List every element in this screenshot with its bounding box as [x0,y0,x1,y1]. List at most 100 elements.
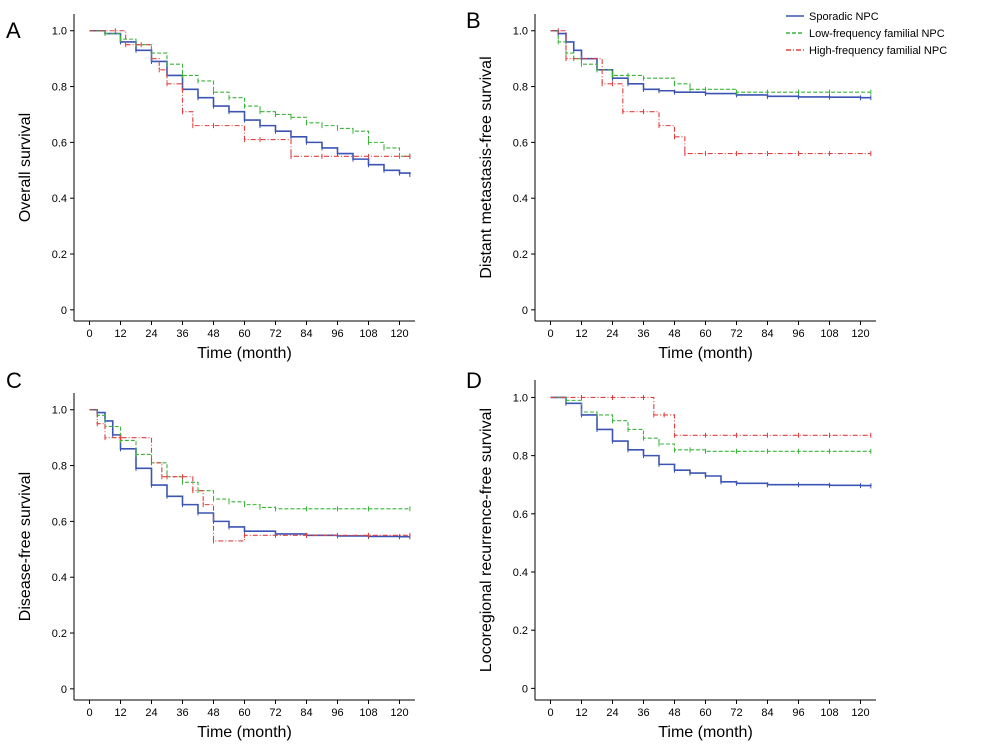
x-tick-label: 0 [86,328,92,340]
x-tick-label: 0 [547,328,553,340]
x-tick-label: 108 [820,707,838,719]
x-tick-label: 120 [851,328,869,340]
x-axis-title: Time (month) [197,345,292,362]
y-tick-label: 0.2 [52,628,67,640]
x-tick-label: 108 [359,707,377,719]
legend-entry: Low-frequency familial NPC [786,28,945,40]
panel-letter: A [6,18,21,43]
x-tick-label: 36 [176,707,188,719]
km-curve-low-frequency-familial-npc [550,396,871,452]
x-tick-label: 0 [547,707,553,719]
y-axis-title: Overall survival [17,113,34,222]
y-tick-label: 0.2 [513,249,528,261]
y-tick-label: 0.8 [52,461,67,473]
x-tick-label: 12 [114,328,126,340]
km-panel-b: B 0 12 24 36 48 60 72 84 96 108 120 0 0.2 0.4 0.6 0.8 1.0… [466,8,876,362]
x-tick-label: 96 [792,707,804,719]
y-tick-label: 1.0 [513,26,528,38]
y-axis-title: Locoregional recurrence-free survival [478,408,495,672]
km-curve-sporadic-npc [550,29,871,99]
x-axis-title: Time (month) [197,724,292,741]
y-tick-label: 1.0 [513,392,528,404]
legend-entry: Sporadic NPC [786,11,879,23]
y-tick-label: 0.4 [52,193,67,205]
x-tick-label: 72 [730,328,742,340]
km-panel-c: C 0 12 24 36 48 60 72 84 96 108 120 0 0.2 0.4 0.6 0.8 1.0… [6,368,415,741]
y-tick-label: 0.2 [52,249,67,261]
km-curve-sporadic-npc [89,408,410,538]
x-tick-label: 12 [575,707,587,719]
x-tick-label: 72 [269,328,281,340]
km-panel-a: A 0 12 24 36 48 60 72 84 96 108 120 0 0.2 0.4 0.6 0.8 1.0… [6,14,415,362]
y-tick-label: 1.0 [52,405,67,417]
x-tick-label: 24 [145,707,157,719]
x-tick-label: 48 [668,328,680,340]
km-panel-d: D 0 12 24 36 48 60 72 84 96 108 120 0 0.2 0.4 0.6 0.8 1.0… [466,368,876,741]
y-tick-label: 0 [522,683,528,695]
y-tick-label: 0.6 [513,137,528,149]
x-tick-label: 108 [359,328,377,340]
x-tick-label: 120 [390,328,408,340]
legend-entry: High-frequency familial NPC [786,45,947,57]
x-tick-label: 72 [730,707,742,719]
y-tick-label: 0.4 [513,567,528,579]
x-tick-label: 12 [575,328,587,340]
legend-label: Sporadic NPC [809,11,879,23]
x-tick-label: 12 [114,707,126,719]
x-tick-label: 36 [637,328,649,340]
x-tick-label: 60 [238,707,250,719]
panel-letter: B [466,8,481,33]
x-tick-label: 24 [606,707,618,719]
x-tick-label: 96 [331,707,343,719]
legend-label: High-frequency familial NPC [809,45,947,57]
x-tick-label: 108 [820,328,838,340]
x-tick-label: 36 [176,328,188,340]
x-tick-label: 60 [699,707,711,719]
panel-letter: C [6,368,22,393]
y-tick-label: 0.6 [52,516,67,528]
x-tick-label: 120 [390,707,408,719]
x-tick-label: 36 [637,707,649,719]
y-tick-label: 0.2 [513,625,528,637]
x-tick-label: 48 [668,707,680,719]
y-tick-label: 0 [61,305,67,317]
x-tick-label: 84 [300,328,312,340]
panel-letter: D [466,368,482,393]
y-tick-label: 0.4 [513,193,528,205]
x-tick-label: 84 [300,707,312,719]
km-curve-low-frequency-familial-npc [89,409,410,510]
x-tick-label: 60 [699,328,711,340]
y-tick-label: 0.4 [52,572,67,584]
y-tick-label: 0 [522,305,528,317]
km-curve-sporadic-npc [550,396,872,487]
x-axis-title: Time (month) [658,724,753,741]
x-tick-label: 48 [207,707,219,719]
y-tick-label: 0.6 [52,137,67,149]
y-tick-label: 0.8 [52,82,67,94]
x-tick-label: 24 [145,328,157,340]
x-tick-label: 0 [86,707,92,719]
x-tick-label: 84 [761,328,773,340]
x-tick-label: 60 [238,328,250,340]
y-axis-title: Disease-free survival [17,472,34,621]
y-axis-title: Distant metastasis-free survival [478,56,495,278]
x-axis-title: Time (month) [658,345,753,362]
y-tick-label: 1.0 [52,26,67,38]
x-tick-label: 96 [331,328,343,340]
km-curve-high-frequency-familial-npc [89,409,410,542]
km-curve-high-frequency-familial-npc [89,30,410,157]
x-tick-label: 84 [761,707,773,719]
x-tick-label: 120 [851,707,869,719]
km-curve-high-frequency-familial-npc [550,396,871,436]
legend-label: Low-frequency familial NPC [809,28,945,40]
y-tick-label: 0 [61,684,67,696]
x-tick-label: 48 [207,328,219,340]
km-curve-sporadic-npc [89,29,411,175]
y-tick-label: 0.6 [513,509,528,521]
x-tick-label: 24 [606,328,618,340]
x-tick-label: 96 [792,328,804,340]
x-tick-label: 72 [269,707,281,719]
y-tick-label: 0.8 [513,451,528,463]
figure-legend: Sporadic NPC Low-frequency familial NPC Hi… [786,11,947,57]
